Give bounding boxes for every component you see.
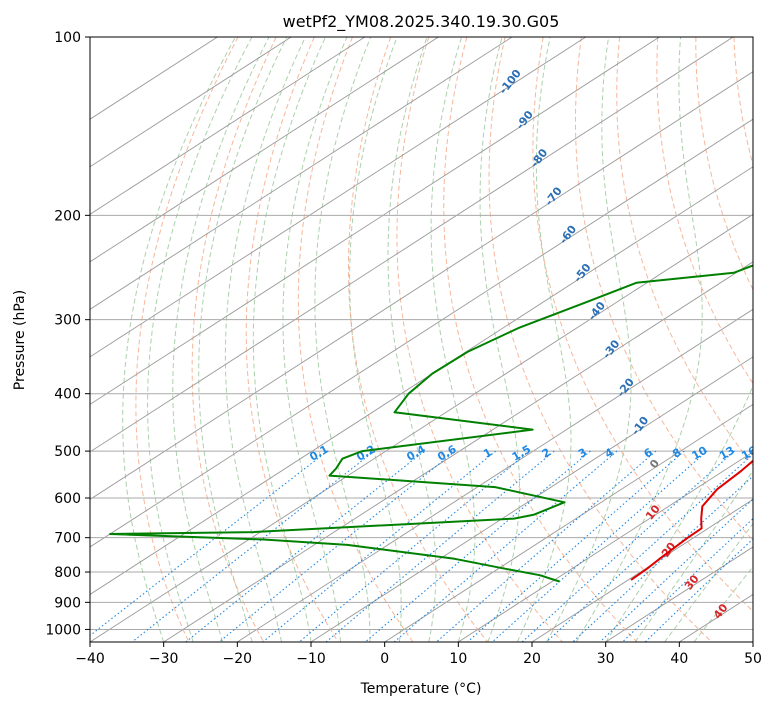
y-tick-label: 100 [54, 30, 81, 46]
isotherm-line [310, 356, 753, 642]
y-tick-label: 500 [54, 444, 81, 460]
moist-adiabat [575, 37, 703, 642]
isotherm-line [90, 37, 587, 358]
isotherm-line [90, 37, 292, 168]
isotherm-line [163, 261, 753, 642]
moist-adiabat [605, 384, 753, 642]
mixing-ratio-line [467, 450, 685, 642]
isotherm-line [384, 403, 753, 642]
dry-adiabat [297, 37, 414, 642]
dry-adiabat [575, 37, 753, 542]
x-tick-label: −20 [223, 651, 253, 667]
dry-adiabat [348, 37, 488, 642]
x-tick-label: −30 [149, 651, 179, 667]
chart-title: wetPf2_YM08.2025.340.19.30.G05 [283, 12, 560, 32]
isotherm-line [237, 308, 753, 642]
moist-adiabat [634, 469, 753, 642]
profiles [109, 264, 753, 583]
temperature-profile [630, 459, 753, 581]
x-tick-label: 20 [523, 651, 541, 667]
dry-adiabat [532, 37, 753, 612]
isotherm-line [90, 37, 660, 405]
x-tick-label: −10 [296, 651, 326, 667]
isotherm-line [90, 213, 753, 642]
dry-adiabat [443, 37, 638, 642]
x-tick-label: −40 [75, 651, 105, 667]
isotherm-line [90, 37, 513, 310]
dry-adiabat [245, 37, 339, 642]
y-tick-label: 600 [54, 491, 81, 507]
moist-adiabat [349, 37, 402, 642]
y-tick-label: 900 [54, 595, 81, 611]
isotherm-line [458, 451, 753, 642]
mixing-ratio-line [622, 517, 753, 642]
dry-adiabat [191, 37, 277, 642]
mixing-ratio-line [325, 450, 555, 642]
moist-adiabat [282, 37, 348, 642]
x-tick-label: 0 [380, 651, 389, 667]
mixing-ratio-line [436, 450, 657, 642]
isotherm-line [90, 37, 439, 263]
mixing-ratio-line [185, 450, 425, 642]
mixing-ratio-label: 20 [764, 444, 775, 463]
plot-area [90, 37, 753, 642]
dry-adiabat [656, 37, 753, 385]
moist-adiabat [664, 522, 753, 642]
dry-adiabat [616, 37, 753, 467]
isotherm-line [531, 498, 753, 642]
plot-frame [89, 36, 754, 643]
x-tick-label: 10 [449, 651, 467, 667]
isotherm-line [90, 37, 734, 453]
mixing-ratio-line [599, 498, 753, 642]
mixing-ratio-line [131, 450, 375, 642]
mixing-ratio-line [218, 450, 456, 642]
moist-adiabat [546, 37, 632, 642]
mixing-ratio-line [298, 450, 530, 642]
isotherm-line [90, 166, 753, 595]
isotherm-line [90, 37, 366, 215]
y-tick-label: 400 [54, 387, 81, 403]
moist-adiabat [516, 37, 572, 642]
mixing-ratio-line [491, 450, 708, 642]
moist-adiabat [430, 37, 476, 642]
x-tick-label: 50 [744, 651, 762, 667]
background-lines [90, 37, 753, 642]
mixing-ratio-label: 16 [739, 444, 759, 463]
y-axis-label: Pressure (hPa) [12, 290, 28, 390]
x-axis-label: Temperature (°C) [360, 681, 482, 697]
moist-adiabat [387, 37, 437, 642]
axes: −40 −30 −20 −10 0 10 20 30 40 50 100 200 300 400 500 60… [45, 30, 762, 667]
dry-adiabat [135, 37, 239, 642]
y-tick-label: 700 [54, 531, 81, 547]
moist-adiabat [172, 37, 270, 642]
isotherm-line [752, 641, 753, 642]
x-tick-label: 30 [597, 651, 615, 667]
moist-adiabat [198, 37, 288, 642]
isotherm-line [90, 118, 753, 548]
x-tick-label: 40 [670, 651, 688, 667]
mixing-ratio-line [364, 450, 591, 642]
mixing-ratio-line [545, 453, 753, 642]
dry-adiabat [396, 37, 563, 642]
y-tick-label: 1000 [45, 622, 81, 638]
dry-adiabat [488, 37, 713, 642]
moist-adiabat [122, 37, 237, 642]
moist-adiabat [147, 37, 253, 642]
y-tick-label: 800 [54, 565, 81, 581]
isotherm-line [90, 71, 753, 500]
moist-adiabat [479, 37, 520, 642]
y-tick-label: 300 [54, 313, 81, 329]
dewpoint-profile [109, 264, 753, 583]
y-tick-label: 200 [54, 208, 81, 224]
moist-adiabat [314, 37, 372, 642]
mixing-ratio-line [393, 450, 618, 642]
